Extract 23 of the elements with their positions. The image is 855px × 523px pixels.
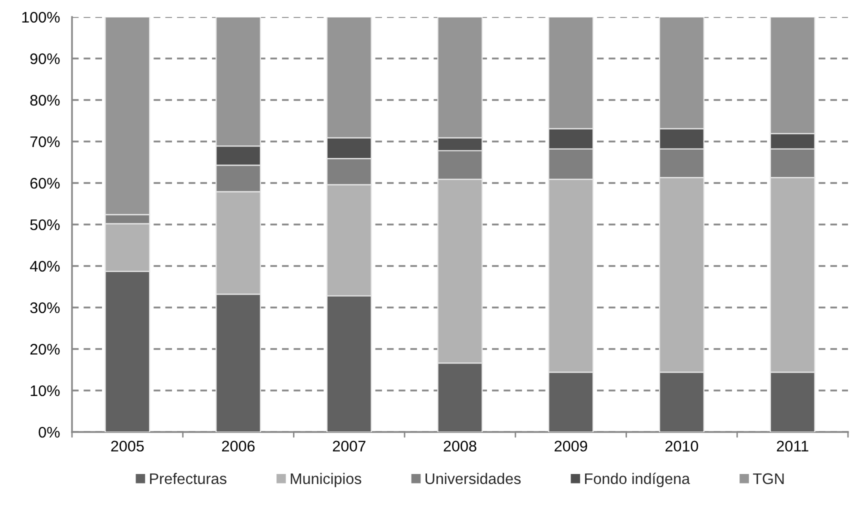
y-tick-label: 70% bbox=[30, 136, 60, 148]
x-tick-label: 2011 bbox=[776, 440, 808, 452]
legend-label: Prefecturas bbox=[150, 472, 226, 484]
y-tick-label: 100% bbox=[22, 12, 60, 23]
x-tick-label: 2007 bbox=[332, 440, 366, 452]
x-tick-label: 2010 bbox=[665, 440, 698, 452]
y-tick-label: 60% bbox=[30, 178, 60, 189]
legend-label: TGN bbox=[753, 473, 784, 484]
y-tick-label: 30% bbox=[30, 302, 60, 314]
legend-label: Universidades bbox=[426, 472, 521, 484]
x-tick-label: 2005 bbox=[111, 440, 144, 452]
x-tick-label: 2008 bbox=[444, 440, 476, 452]
x-tick-label: 2009 bbox=[554, 440, 588, 452]
x-tick-label: 2006 bbox=[222, 440, 255, 452]
y-tick-label: 90% bbox=[30, 53, 60, 64]
y-tick-label: 0% bbox=[38, 426, 60, 438]
y-tick-label: 10% bbox=[30, 385, 60, 396]
legend-label: Municipios bbox=[290, 472, 362, 488]
y-tick-label: 20% bbox=[30, 344, 60, 355]
y-tick-label: 40% bbox=[30, 260, 60, 272]
legend-label: Fondo indígena bbox=[585, 472, 690, 488]
y-tick-label: 50% bbox=[30, 219, 60, 230]
y-tick-label: 80% bbox=[30, 94, 60, 106]
